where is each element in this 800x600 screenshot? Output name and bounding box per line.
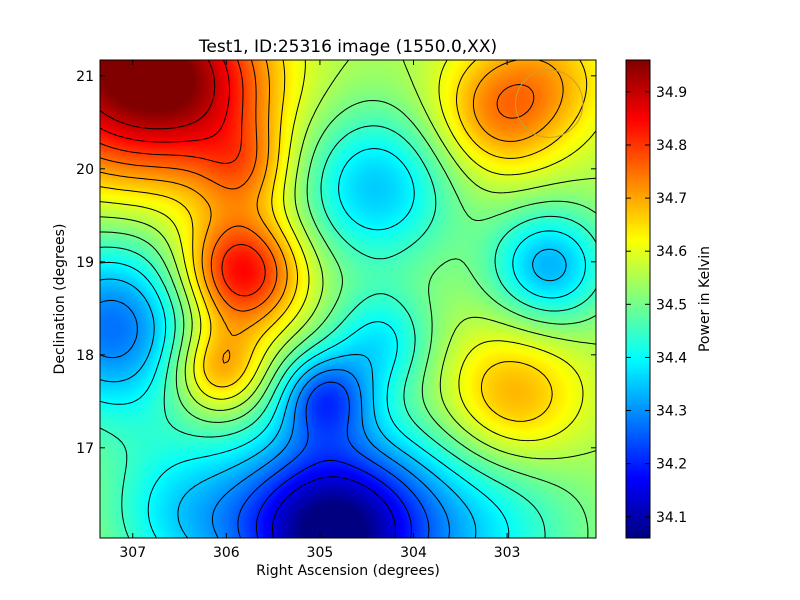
contour-line-4 bbox=[99, 248, 567, 539]
colorbar: 34.1 34.2 34.3 34.4 34.5 34.6 34.7 34.8 34.9 Pow… bbox=[625, 59, 713, 539]
colorbar-tick-label: 34.3 bbox=[656, 404, 687, 420]
colorbar-label: Power in Kelvin bbox=[697, 246, 713, 352]
contour-line-15 bbox=[99, 59, 216, 130]
colorbar-tick-label: 34.5 bbox=[656, 297, 687, 313]
x-tick-label: 304 bbox=[400, 545, 427, 561]
contour-line-3 bbox=[99, 299, 450, 539]
chart-title: Test1, ID:25316 image (1550.0,XX) bbox=[198, 37, 497, 57]
y-axis-label: Declination (degrees) bbox=[52, 224, 68, 375]
colorbar-tick-label: 34.7 bbox=[656, 191, 687, 207]
x-axis-label: Right Ascension (degrees) bbox=[256, 563, 440, 579]
colorbar-tick-label: 34.6 bbox=[656, 244, 687, 260]
y-axis-ticks: 17 18 19 20 21 bbox=[76, 69, 596, 457]
contour-line-11 bbox=[99, 59, 564, 364]
x-axis-ticks: 307 306 305 304 303 bbox=[119, 60, 520, 561]
beam-marker bbox=[515, 69, 584, 138]
colorbar-tick-label: 34.9 bbox=[656, 85, 687, 101]
contour-line-7 bbox=[100, 100, 597, 539]
colorbar-ticks: 34.1 34.2 34.3 34.4 34.5 34.6 34.7 34.8 34.9 bbox=[626, 85, 687, 526]
colorbar-gradient bbox=[626, 60, 650, 538]
contour-line-14 bbox=[99, 59, 230, 143]
y-tick-label: 18 bbox=[76, 348, 94, 364]
plot-area bbox=[99, 59, 597, 539]
x-tick-label: 307 bbox=[119, 545, 146, 561]
contour-line-10 bbox=[99, 59, 588, 422]
contour-line-1 bbox=[255, 459, 412, 539]
contour-line-8 bbox=[99, 59, 597, 460]
colorbar-tick-label: 34.4 bbox=[656, 350, 687, 366]
contour-lines bbox=[99, 59, 597, 539]
contour-line-0 bbox=[271, 476, 396, 539]
contour-line-5 bbox=[99, 148, 586, 539]
colorbar-tick-label: 34.8 bbox=[656, 138, 687, 154]
y-tick-label: 20 bbox=[76, 162, 94, 178]
y-tick-label: 19 bbox=[76, 255, 94, 271]
colorbar-tick-label: 34.2 bbox=[656, 457, 687, 473]
colorbar-frame bbox=[625, 59, 651, 539]
contour-line-13 bbox=[99, 59, 266, 297]
contour-line-12 bbox=[99, 59, 535, 312]
contour-line-2 bbox=[237, 381, 430, 539]
colorbar-tick-label: 34.1 bbox=[656, 510, 687, 526]
x-tick-label: 303 bbox=[494, 545, 521, 561]
y-tick-label: 21 bbox=[76, 69, 94, 85]
x-tick-label: 305 bbox=[307, 545, 334, 561]
heatmap-image bbox=[100, 60, 596, 538]
plot-frame bbox=[99, 59, 597, 539]
y-tick-label: 17 bbox=[76, 441, 94, 457]
x-tick-label: 306 bbox=[213, 545, 240, 561]
contour-line-6 bbox=[99, 125, 597, 539]
